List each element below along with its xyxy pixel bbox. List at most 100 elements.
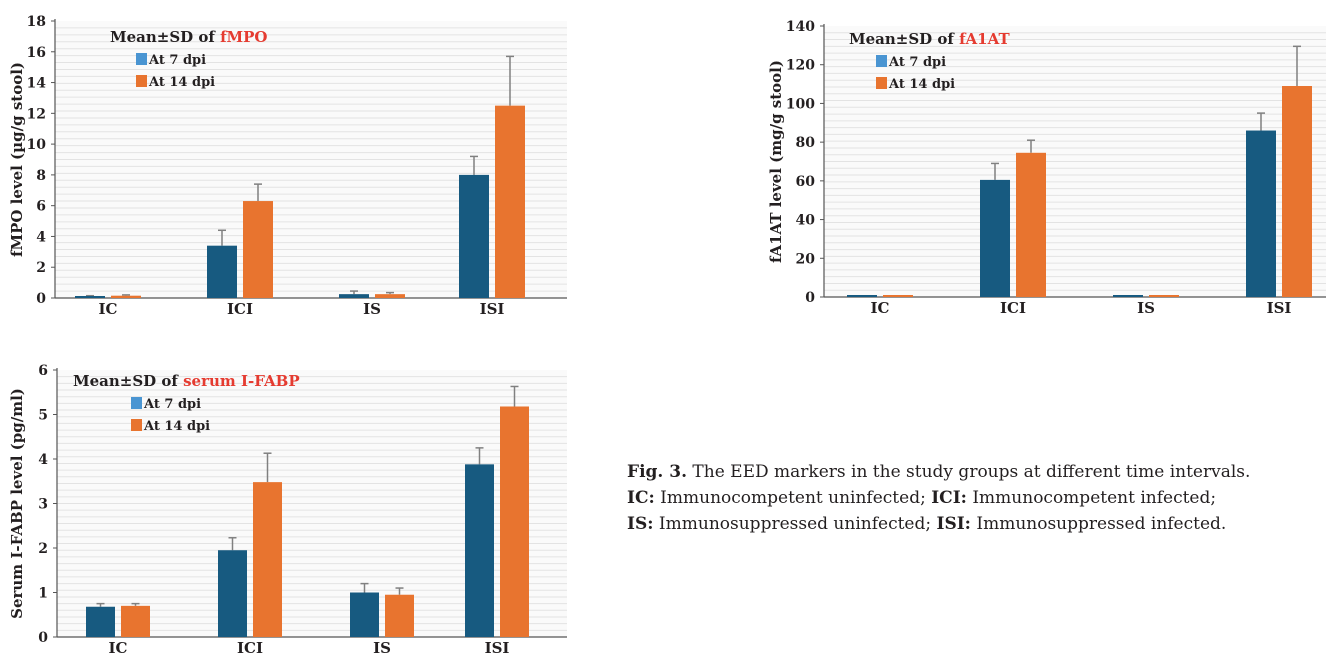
legend: At 7 dpi At 14 dpi — [876, 55, 955, 92]
x-tick-label: ISI — [485, 639, 510, 656]
x-tick-label: IC — [109, 639, 128, 656]
x-tick-label: ICI — [237, 639, 263, 656]
bar-is-14dpi — [385, 594, 414, 637]
bar-is-14dpi — [1149, 295, 1179, 297]
legend: At 7 dpi At 14 dpi — [136, 53, 215, 90]
chart-title-marker: serum I-FABP — [183, 372, 300, 390]
y-tick-label: 0 — [805, 290, 815, 306]
bar-is-7dpi — [1113, 295, 1143, 297]
caption-ic-label: IC: — [627, 488, 655, 508]
bar-ic-7dpi — [86, 606, 115, 637]
legend-swatch-14dpi — [876, 77, 887, 89]
x-tick-label: ISI — [1267, 299, 1292, 317]
bar-ic-14dpi — [121, 605, 150, 637]
caption-ic-text: Immunocompetent uninfected; — [654, 488, 932, 508]
y-tick-label: 40 — [796, 213, 816, 229]
chart-fmpo: 0 2 4 6 8 10 12 14 16 18 fMPO level (µg/g stool) IC… — [8, 14, 567, 318]
caption-ici-label: ICI: — [931, 488, 967, 508]
chart-title-marker: fA1AT — [959, 30, 1010, 48]
bar-isi-7dpi — [459, 174, 489, 298]
y-tick-label: 100 — [786, 96, 815, 112]
bar-ici-14dpi — [243, 201, 273, 298]
chart-title-prefix: Mean±SD of — [849, 30, 959, 48]
y-tick-label: 2 — [36, 260, 46, 276]
bar-ic-14dpi — [111, 295, 141, 298]
x-tick-label: IC — [871, 299, 890, 317]
bar-ici-14dpi — [253, 482, 282, 637]
chart-title-prefix: Mean±SD of — [73, 372, 183, 390]
bar-ici-7dpi — [980, 179, 1010, 297]
legend: At 7 dpi At 14 dpi — [131, 397, 210, 434]
chart-title-prefix: Mean±SD of — [110, 28, 220, 46]
bar-isi-14dpi — [1282, 86, 1312, 297]
bar-ici-14dpi — [1016, 152, 1046, 297]
y-tick-label: 2 — [38, 541, 48, 557]
caption-fig-text: The EED markers in the study groups at d… — [687, 462, 1251, 482]
bar-is-7dpi — [350, 592, 379, 637]
y-tick-label: 140 — [786, 19, 815, 35]
legend-label-14dpi: At 14 dpi — [143, 419, 210, 434]
y-tick-label: 14 — [27, 76, 47, 92]
bar-ici-7dpi — [207, 245, 237, 298]
x-tick-label: ISI — [480, 300, 505, 318]
bar-is-14dpi — [375, 294, 405, 298]
chart-title: Mean±SD of serum I-FABP — [73, 372, 300, 390]
y-tick-label: 60 — [796, 174, 816, 190]
legend-label-14dpi: At 14 dpi — [888, 77, 955, 92]
y-tick-label: 1 — [38, 586, 48, 602]
chart-title-marker: fMPO — [220, 28, 267, 46]
y-tick-label: 0 — [38, 630, 48, 646]
legend-label-7dpi: At 7 dpi — [143, 397, 201, 412]
legend-label-7dpi: At 7 dpi — [888, 55, 946, 70]
y-tick-label: 80 — [796, 135, 816, 151]
y-tick-label: 5 — [38, 408, 48, 424]
y-tick-label: 16 — [27, 45, 46, 61]
bar-isi-14dpi — [495, 105, 525, 298]
bar-ic-7dpi — [847, 295, 877, 297]
legend-label-14dpi: At 14 dpi — [148, 75, 215, 90]
x-tick-label: ICI — [227, 300, 253, 318]
y-tick-label: 120 — [786, 58, 815, 74]
y-tick-label: 4 — [36, 229, 46, 245]
y-tick-label: 6 — [38, 363, 48, 379]
caption-ici-text: Immunocompetent infected; — [966, 488, 1217, 508]
bar-isi-7dpi — [1246, 130, 1276, 297]
bar-isi-14dpi — [500, 406, 529, 637]
caption-isi-text: Immunosuppressed infected. — [970, 514, 1227, 534]
legend-swatch-7dpi — [136, 53, 147, 65]
y-tick-label: 6 — [36, 199, 46, 215]
x-tick-label: IS — [1137, 299, 1155, 317]
y-tick-label: 4 — [38, 452, 48, 468]
y-tick-label: 18 — [27, 14, 46, 30]
bar-is-7dpi — [339, 294, 369, 298]
bar-isi-7dpi — [465, 464, 494, 637]
x-tick-label: ICI — [1000, 299, 1026, 317]
y-axis-label: fMPO level (µg/g stool) — [8, 62, 26, 257]
legend-swatch-14dpi — [136, 75, 147, 87]
y-tick-label: 3 — [38, 497, 48, 513]
y-tick-label: 20 — [796, 251, 816, 267]
y-axis-label: fA1AT level (mg/g stool) — [767, 60, 785, 263]
legend-swatch-7dpi — [131, 397, 142, 409]
legend-swatch-14dpi — [131, 419, 142, 431]
caption-isi-label: ISI: — [936, 514, 971, 534]
caption-line-3: IS: Immunosuppressed uninfected; ISI: Im… — [627, 511, 1326, 537]
bar-ici-7dpi — [218, 550, 247, 637]
y-tick-label: 12 — [27, 106, 46, 122]
x-tick-label: IS — [363, 300, 381, 318]
x-tick-label: IC — [99, 300, 118, 318]
y-tick-label: 10 — [27, 137, 47, 153]
caption-line-1: Fig. 3. The EED markers in the study gro… — [627, 459, 1326, 485]
legend-label-7dpi: At 7 dpi — [148, 53, 206, 68]
caption-line-2: IC: Immunocompetent uninfected; ICI: Imm… — [627, 485, 1326, 511]
caption-fig-label: Fig. 3. — [627, 462, 687, 482]
chart-fa1at: 0 20 40 60 80 100 120 140 fA1AT level (mg/g stoo… — [767, 19, 1326, 317]
chart-title: Mean±SD of fMPO — [110, 28, 268, 46]
caption-is-text: Immunosuppressed uninfected; — [653, 514, 937, 534]
y-axis-label: Serum I-FABP level (pg/ml) — [8, 388, 26, 619]
y-tick-label: 0 — [36, 291, 46, 307]
legend-swatch-7dpi — [876, 55, 887, 67]
y-tick-label: 8 — [36, 168, 46, 184]
chart-ifabp: 0 1 2 3 4 5 6 Serum I-FABP level (pg/ml) IC ICI IS… — [8, 363, 567, 656]
